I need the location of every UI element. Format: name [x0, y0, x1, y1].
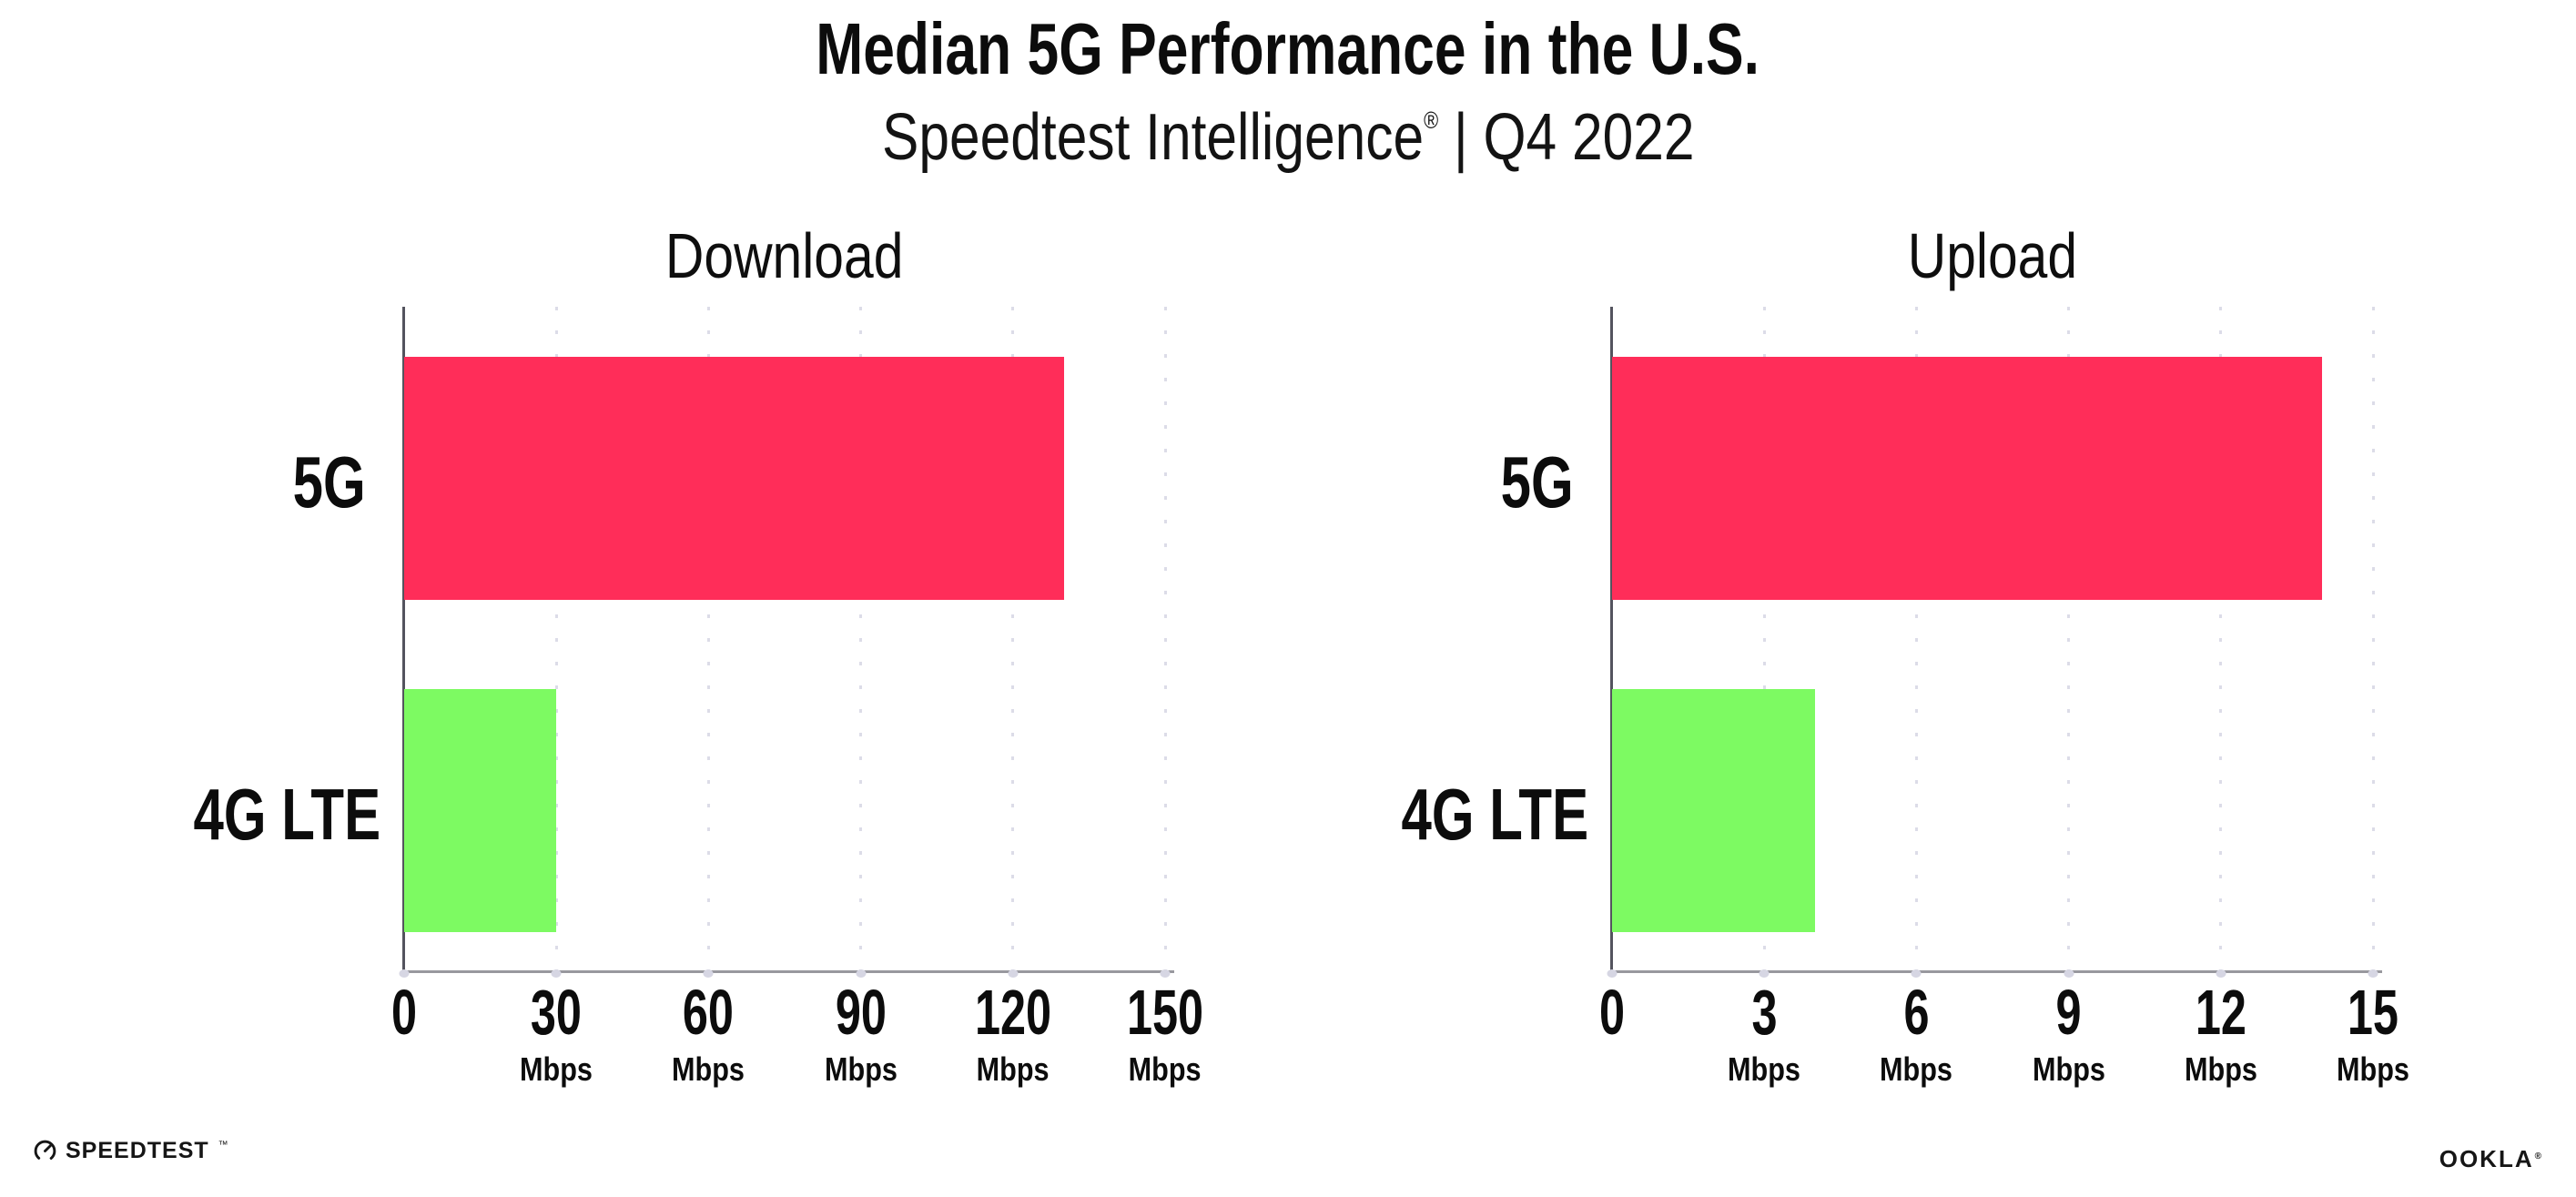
category-label-5g: 5G — [292, 441, 366, 522]
chart-upload: Upload 5G 4G LTE 0 3 Mbps 6 Mbps 9 Mbps 12 Mbps 15… — [1339, 118, 2409, 1138]
x-tick-value: 90 — [835, 977, 887, 1048]
page-title-text: Median 5G Performance in the U.S. — [816, 8, 1760, 89]
x-tick-value: 30 — [531, 977, 583, 1048]
tick-dot-15 — [2368, 969, 2378, 978]
x-tick-unit: Mbps — [672, 1050, 745, 1088]
x-tick-unit: Mbps — [1880, 1050, 1953, 1088]
category-label-5g: 5G — [1500, 441, 1574, 522]
plot-area — [1607, 307, 2382, 978]
x-tick-3: 3 Mbps — [1721, 971, 1807, 1086]
gridline-30 — [554, 307, 558, 971]
ookla-wordmark: OOKLA — [2439, 1145, 2534, 1172]
tick-dot-0 — [399, 969, 410, 978]
x-tick-value: 6 — [1903, 977, 1930, 1048]
gridline-120 — [1011, 307, 1015, 971]
x-axis-line — [402, 970, 1174, 973]
bar-4g-lte-download — [404, 689, 557, 932]
chart-download: Download 5G 4G LTE 0 30 Mbps 60 Mbps 90 Mbps 120… — [131, 118, 1204, 1138]
x-tick-unit: Mbps — [520, 1050, 593, 1088]
tick-dot-60 — [703, 969, 714, 978]
bar-4g-lte-upload — [1612, 689, 1815, 932]
chart-title-upload: Upload — [1907, 220, 2078, 291]
tick-dot-120 — [1008, 969, 1019, 978]
x-tick-unit: Mbps — [824, 1050, 898, 1088]
x-axis-ticks: 0 30 Mbps 60 Mbps 90 Mbps 120 Mbps 150 Mbps — [391, 971, 1203, 1126]
x-tick-unit: Mbps — [1129, 1050, 1202, 1088]
gridline-12 — [2219, 307, 2223, 971]
x-tick-150: 150 Mbps — [1112, 971, 1219, 1086]
y-axis-line — [1610, 307, 1613, 973]
x-tick-value: 9 — [2055, 977, 2082, 1048]
tick-dot-3 — [1759, 969, 1770, 978]
x-tick-value: 0 — [1598, 977, 1626, 1048]
x-tick-0: 0 — [387, 971, 422, 1044]
speedtest-logo: SPEEDTEST ™ — [33, 1138, 228, 1164]
ookla-registered-mark: ® — [2534, 1151, 2543, 1161]
subtitle-period: | Q4 2022 — [1437, 101, 1695, 174]
tick-dot-150 — [1160, 969, 1171, 978]
x-tick-value: 3 — [1751, 977, 1778, 1048]
x-axis-line — [1610, 970, 2382, 973]
plot-area — [399, 307, 1174, 978]
x-tick-unit: Mbps — [2184, 1050, 2257, 1088]
tick-dot-9 — [2064, 969, 2074, 978]
gridline-9 — [2067, 307, 2071, 971]
bar-5g-upload — [1612, 357, 2323, 600]
tick-dot-6 — [1911, 969, 1922, 978]
category-label-4g-lte: 4G LTE — [1401, 773, 1589, 855]
x-tick-value: 12 — [2195, 977, 2246, 1048]
x-tick-value: 60 — [683, 977, 735, 1048]
tick-dot-12 — [2216, 969, 2226, 978]
x-tick-unit: Mbps — [2032, 1050, 2105, 1088]
tick-dot-0 — [1607, 969, 1618, 978]
x-tick-30: 30 Mbps — [513, 971, 599, 1086]
y-axis-labels: 5G 4G LTE — [1339, 118, 1589, 1138]
x-tick-unit: Mbps — [2337, 1050, 2409, 1088]
page-subtitle-text: Speedtest Intelligence® | Q4 2022 — [881, 101, 1695, 174]
chart-title-download: Download — [665, 220, 904, 291]
gridline-6 — [1914, 307, 1918, 971]
ookla-logo: OOKLA® — [2439, 1145, 2543, 1173]
x-tick-0: 0 — [1595, 971, 1630, 1044]
x-tick-value: 15 — [2347, 977, 2399, 1048]
x-tick-value: 150 — [1126, 977, 1204, 1048]
subtitle-brand: Speedtest Intelligence — [881, 101, 1424, 174]
y-axis-labels: 5G 4G LTE — [131, 118, 381, 1138]
x-tick-unit: Mbps — [976, 1050, 1050, 1088]
gridline-90 — [859, 307, 863, 971]
x-tick-6: 6 Mbps — [1873, 971, 1959, 1086]
category-label-4g-lte: 4G LTE — [193, 773, 381, 855]
trademark-mark: ™ — [218, 1139, 228, 1151]
x-tick-unit: Mbps — [1728, 1050, 1801, 1088]
page-subtitle: Speedtest Intelligence® | Q4 2022 — [0, 101, 2576, 174]
x-axis-ticks: 0 3 Mbps 6 Mbps 9 Mbps 12 Mbps 15 Mbps — [1599, 971, 2409, 1126]
gridline-60 — [706, 307, 710, 971]
registered-mark: ® — [1423, 107, 1438, 134]
y-axis-line — [402, 307, 405, 973]
tick-dot-90 — [856, 969, 867, 978]
x-tick-12: 12 Mbps — [2178, 971, 2264, 1086]
x-tick-9: 9 Mbps — [2026, 971, 2112, 1086]
x-tick-120: 120 Mbps — [959, 971, 1066, 1086]
gridline-150 — [1163, 307, 1167, 971]
bar-5g-download — [404, 357, 1064, 600]
speedtest-gauge-icon — [34, 1140, 56, 1162]
tick-dot-30 — [551, 969, 562, 978]
gridline-3 — [1762, 307, 1766, 971]
page-title: Median 5G Performance in the U.S. — [0, 11, 2576, 87]
x-tick-value: 0 — [390, 977, 418, 1048]
x-tick-value: 120 — [974, 977, 1051, 1048]
x-tick-90: 90 Mbps — [818, 971, 904, 1086]
x-tick-60: 60 Mbps — [665, 971, 751, 1086]
speedtest-wordmark: SPEEDTEST — [66, 1138, 209, 1163]
x-tick-15: 15 Mbps — [2330, 971, 2416, 1086]
gridline-15 — [2371, 307, 2375, 971]
